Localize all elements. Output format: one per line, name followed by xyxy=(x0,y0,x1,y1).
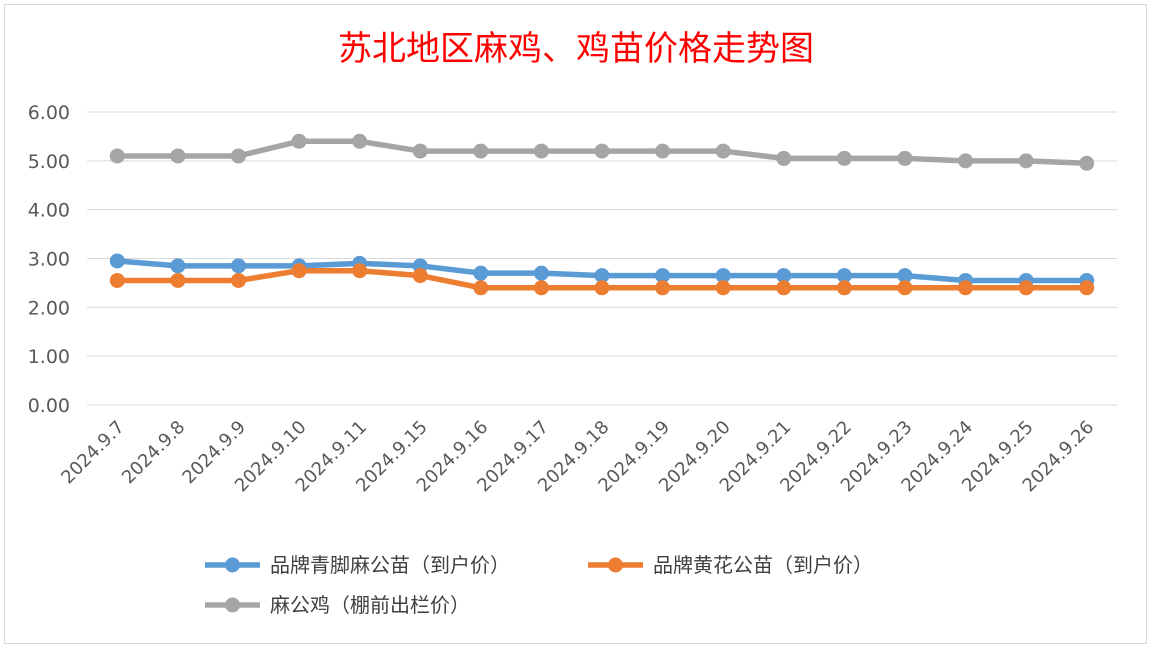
data-point xyxy=(291,133,307,149)
data-point xyxy=(958,280,974,296)
data-point xyxy=(715,143,731,159)
data-point xyxy=(412,143,428,159)
data-point xyxy=(1018,280,1034,296)
data-point xyxy=(655,143,671,159)
data-point xyxy=(533,265,549,281)
legend-swatch-marker xyxy=(225,597,240,613)
series-group xyxy=(109,133,1095,296)
data-point xyxy=(473,143,489,159)
data-point xyxy=(230,272,246,288)
data-point xyxy=(533,143,549,159)
data-point xyxy=(170,148,186,164)
data-point xyxy=(897,280,913,296)
y-tick-label: 0.00 xyxy=(28,395,70,417)
legend-item: 品牌黄花公苗（到户价） xyxy=(588,553,873,577)
legend-label: 品牌黄花公苗（到户价） xyxy=(653,553,873,577)
legend-item: 品牌青脚麻公苗（到户价） xyxy=(205,553,510,577)
legend-label: 麻公鸡（棚前出栏价） xyxy=(270,593,470,617)
data-point xyxy=(836,150,852,166)
data-point xyxy=(594,280,610,296)
data-point xyxy=(1079,155,1095,171)
data-point xyxy=(655,268,671,284)
legend-label: 品牌青脚麻公苗（到户价） xyxy=(270,553,510,577)
data-point xyxy=(897,150,913,166)
data-point xyxy=(109,148,125,164)
data-point xyxy=(412,268,428,284)
y-tick-label: 3.00 xyxy=(28,249,70,271)
y-tick-label: 4.00 xyxy=(28,200,70,222)
chart-title: 苏北地区麻鸡、鸡苗价格走势图 xyxy=(338,29,814,69)
x-axis-ticks: 2024.9.72024.9.82024.9.92024.9.102024.9.… xyxy=(57,417,1098,497)
y-tick-label: 6.00 xyxy=(28,102,70,124)
data-point xyxy=(836,280,852,296)
data-point xyxy=(655,280,671,296)
data-point xyxy=(109,253,125,269)
data-point xyxy=(291,263,307,279)
y-axis-ticks: 0.00 1.00 2.00 3.00 4.00 5.00 6.00 xyxy=(28,102,70,417)
data-point xyxy=(594,143,610,159)
data-point xyxy=(473,265,489,281)
data-point xyxy=(109,272,125,288)
data-point xyxy=(594,268,610,284)
data-point xyxy=(836,268,852,284)
legend-item: 麻公鸡（棚前出栏价） xyxy=(205,593,470,617)
data-point xyxy=(1018,153,1034,169)
data-point xyxy=(776,150,792,166)
data-point xyxy=(776,280,792,296)
data-point xyxy=(958,153,974,169)
data-point xyxy=(897,268,913,284)
data-point xyxy=(473,280,489,296)
data-point xyxy=(776,268,792,284)
data-point xyxy=(170,258,186,274)
data-point xyxy=(715,280,731,296)
data-point xyxy=(715,268,731,284)
data-point xyxy=(352,263,368,279)
y-tick-label: 5.00 xyxy=(28,151,70,173)
chart-frame xyxy=(4,4,1147,644)
data-point xyxy=(230,148,246,164)
data-point xyxy=(1079,280,1095,296)
legend-swatch-marker xyxy=(225,557,240,573)
data-point xyxy=(352,133,368,149)
x-tick-label: 2024.9.8 xyxy=(118,417,190,489)
series-2 xyxy=(109,133,1095,171)
series-1 xyxy=(109,263,1095,296)
legend: 品牌青脚麻公苗（到户价） 品牌黄花公苗（到户价） 麻公鸡（棚前出栏价） xyxy=(205,553,873,617)
legend-swatch-marker xyxy=(608,557,623,573)
y-tick-label: 1.00 xyxy=(28,346,70,368)
data-point xyxy=(533,280,549,296)
y-tick-label: 2.00 xyxy=(28,297,70,319)
data-point xyxy=(170,272,186,288)
data-point xyxy=(230,258,246,274)
x-tick-label: 2024.9.7 xyxy=(57,417,129,489)
